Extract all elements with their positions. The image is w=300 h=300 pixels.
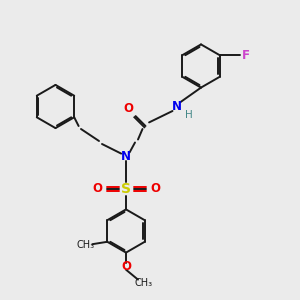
Text: N: N — [172, 100, 182, 113]
Text: F: F — [242, 49, 250, 62]
Text: O: O — [123, 102, 134, 116]
Text: CH₃: CH₃ — [76, 240, 94, 250]
Text: O: O — [92, 182, 102, 196]
Text: N: N — [121, 149, 131, 163]
Text: H: H — [184, 110, 192, 120]
Text: O: O — [150, 182, 160, 196]
Text: O: O — [121, 260, 131, 273]
Text: S: S — [121, 182, 131, 196]
Text: CH₃: CH₃ — [134, 278, 152, 288]
